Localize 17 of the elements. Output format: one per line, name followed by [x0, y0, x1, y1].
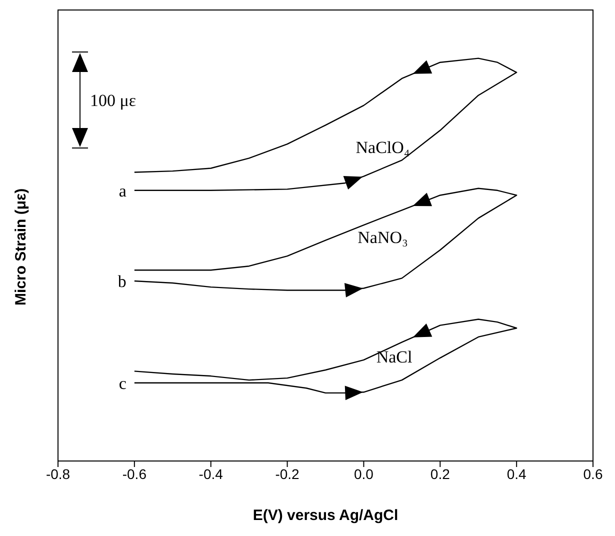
series-label: c: [118, 374, 127, 393]
x-tick-label: -0.6: [122, 466, 147, 482]
x-tick-label: 0.6: [583, 466, 603, 482]
y-axis-title: Micro Strain (με): [12, 188, 30, 306]
annotation: NaNO₃: [358, 228, 408, 248]
x-axis-title: E(V) versus Ag/AgCl: [252, 507, 398, 524]
annotation: NaClO₄: [356, 138, 410, 157]
series-label: b: [118, 272, 126, 292]
x-tick-label: -0.4: [198, 466, 224, 482]
x-tick-label: 0.4: [506, 466, 527, 482]
x-tick-label: 0.2: [430, 466, 450, 482]
annotation: NaCl: [376, 347, 412, 366]
series-label: a: [118, 181, 127, 200]
x-tick-label: -0.8: [46, 466, 70, 482]
annotation: 100 με: [90, 91, 136, 110]
x-tick-label: -0.2: [275, 466, 300, 482]
x-tick-label: 0.0: [354, 466, 374, 482]
